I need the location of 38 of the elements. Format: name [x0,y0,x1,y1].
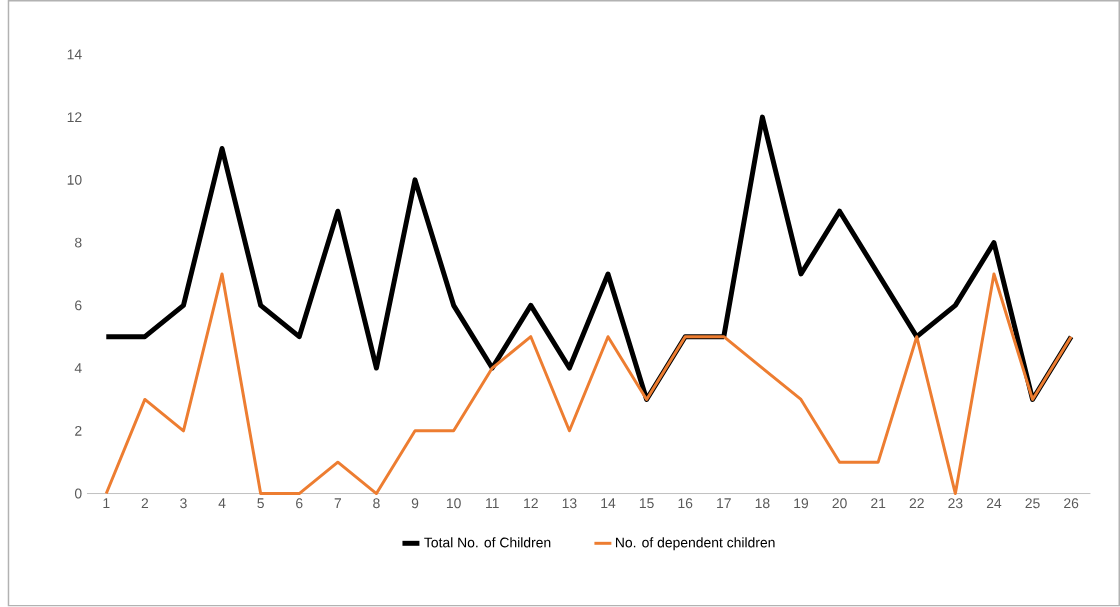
x-tick-label: 11 [486,498,499,509]
x-tick-label: 4 [218,498,226,509]
y-tick-label: 8 [75,237,82,248]
x-tick-label: 23 [948,498,963,509]
x-tick-label: 14 [601,498,616,509]
x-tick-label: 26 [1064,498,1079,509]
y-tick-label: 4 [74,363,82,374]
x-tick-label: 22 [909,498,924,509]
x-tick-label: 2 [141,498,149,509]
x-tick-label: 6 [296,498,303,509]
x-tick-label: 21 [871,498,886,509]
legend-label: No. of dependent children [615,537,775,551]
legend-label: Total No. of Children [424,537,551,548]
x-tick-label: 8 [373,498,380,509]
line-series [104,272,1073,496]
y-tick-label: 12 [67,112,82,123]
y-tick-label: 14 [67,49,82,60]
x-tick-label: 9 [411,498,419,509]
x-tick-label: 16 [678,498,693,509]
x-tick-label: 3 [180,498,187,509]
y-tick-label: 10 [67,175,82,186]
line-series [103,114,1074,403]
x-tick-label: 13 [562,498,577,509]
x-tick-label: 12 [524,498,538,509]
x-tick-label: 1 [103,498,110,509]
x-tick-label: 15 [639,498,654,509]
x-tick-label: 17 [717,498,731,509]
x-tick-label: 5 [257,498,264,509]
x-tick-label: 25 [1025,498,1040,509]
x-tick-label: 20 [832,498,847,509]
y-tick-label: 2 [75,426,82,436]
y-tick-label: 0 [74,488,82,499]
x-tick-label: 18 [755,498,770,509]
x-tick-label: 19 [794,498,809,509]
x-tick-label: 10 [446,498,461,509]
y-tick-label: 6 [75,300,82,311]
x-tick-label: 7 [334,498,342,509]
x-tick-label: 24 [986,498,1002,509]
